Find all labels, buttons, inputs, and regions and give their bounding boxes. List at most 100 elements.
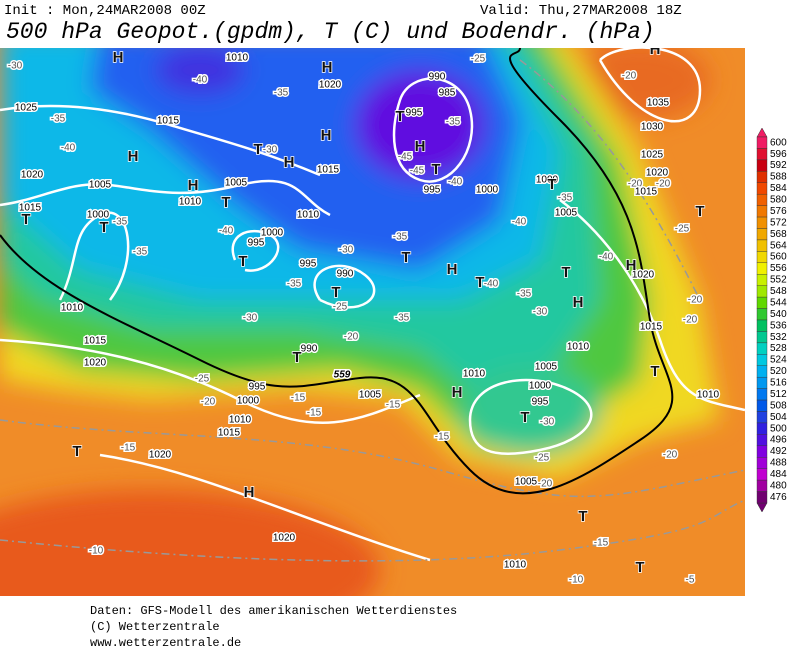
colorbar-arrow [756, 127, 768, 138]
isobars [0, 48, 745, 562]
isobar-label: 990 [429, 72, 446, 83]
temperature-label: -35 [395, 313, 410, 324]
colorbar-label: 528 [770, 343, 787, 354]
pressure-system: H [447, 261, 458, 278]
isobar-label: 1020 [632, 270, 655, 281]
isobar-label: 1020 [84, 358, 107, 369]
pressure-system: T [99, 219, 108, 236]
colorbar-cell [756, 468, 768, 481]
isobar-label: 995 [424, 185, 441, 196]
isobar-label: 1035 [647, 98, 670, 109]
temperature-label: -15 [435, 432, 450, 443]
temperature-label: -40 [219, 226, 234, 237]
colorbar-cell [756, 136, 768, 149]
isobar-label: 1015 [218, 428, 241, 439]
colorbar-cell [756, 296, 768, 309]
temperature-label: -15 [594, 538, 609, 549]
pressure-system: H [284, 154, 295, 171]
isobar-label: 1005 [225, 178, 248, 189]
colorbar-cell [756, 445, 768, 458]
isobar-label: 1025 [15, 103, 38, 114]
temperature-label: -10 [569, 575, 584, 586]
colorbar-label: 572 [770, 217, 787, 228]
colorbar: 6005965925885845805765725685645605565525… [756, 127, 787, 513]
isobar-label: 1015 [317, 165, 340, 176]
colorbar-cell [756, 171, 768, 183]
temperature-label: -30 [533, 307, 548, 318]
colorbar-label: 568 [770, 229, 787, 240]
isobar-label: 990 [337, 269, 354, 280]
isobar-label: 1020 [646, 168, 669, 179]
isobar-label: 1020 [319, 80, 342, 91]
colorbar-cell [756, 182, 768, 195]
isobar-label: 1010 [567, 342, 590, 353]
temperature-label: -25 [195, 374, 210, 385]
isobar-label: 1015 [84, 336, 107, 347]
isobar-label: 985 [439, 88, 456, 99]
pressure-system: T [253, 141, 262, 158]
temperature-label: -45 [398, 152, 413, 163]
isobar-label: 995 [532, 397, 549, 408]
temperature-label: -35 [51, 114, 66, 125]
temperature-label: -30 [243, 313, 258, 324]
colorbar-label: 504 [770, 412, 787, 423]
isobar-label: 1015 [635, 187, 658, 198]
colorbar-cell [756, 319, 768, 332]
isobar-label: 1015 [157, 116, 180, 127]
colorbar-cell [756, 479, 768, 492]
map: -30-35-40-35-35-35-40-30-40-35-30-30-25-… [0, 48, 745, 596]
pressure-system: H [573, 294, 584, 311]
isobar-label: 1030 [641, 122, 664, 133]
pressure-system: H [128, 148, 139, 165]
isobar-label: 1010 [697, 390, 720, 401]
colorbar-label: 592 [770, 160, 787, 171]
isobar-label: 1010 [179, 197, 202, 208]
isobar-label: 1020 [21, 170, 44, 181]
colorbar-cell [756, 411, 768, 424]
pressure-system: T [401, 249, 410, 266]
pressure-system: T [578, 508, 587, 525]
colorbar-cell [756, 239, 768, 252]
pressure-system: T [292, 349, 301, 366]
pressure-system: T [520, 409, 529, 426]
temperature-label: -40 [448, 177, 463, 188]
colorbar-label: 600 [770, 137, 787, 148]
isobar-label: 1010 [463, 369, 486, 380]
colorbar-label: 588 [770, 172, 787, 183]
colorbar-label: 536 [770, 320, 787, 331]
contour-552 [0, 48, 674, 495]
colorbar-cell [756, 342, 768, 355]
isobar-label: 1000 [87, 210, 110, 221]
isobar-label: 1005 [515, 477, 538, 488]
pressure-system: T [21, 211, 30, 228]
temperature-label: -15 [386, 400, 401, 411]
isobar-label: 1000 [237, 396, 260, 407]
isobar-label: 1005 [89, 180, 112, 191]
isobar-label: 1015 [19, 203, 42, 214]
pressure-system: T [561, 264, 570, 281]
colorbar-label: 512 [770, 389, 787, 400]
isobar-label: 995 [249, 382, 266, 393]
temperature-label: -20 [683, 315, 698, 326]
temperature-label: -35 [287, 279, 302, 290]
pressure-system: H [452, 384, 463, 401]
colorbar-cell [756, 262, 768, 275]
isobar-label: 1005 [555, 208, 578, 219]
temperature-label: -35 [113, 217, 128, 228]
temperature-label: -45 [410, 166, 425, 177]
temperature-label: -15 [121, 443, 136, 454]
temperature-label: -20 [344, 332, 359, 343]
isobar-label: 1025 [641, 150, 664, 161]
colorbar-label: 584 [770, 183, 787, 194]
valid-time: Valid: Thu,27MAR2008 18Z [480, 3, 682, 19]
temperature-label: -35 [446, 117, 461, 128]
temperature-label: -25 [675, 224, 690, 235]
temperature-label: -15 [291, 393, 306, 404]
colorbar-label: 488 [770, 458, 787, 469]
temperature-label: -30 [540, 417, 555, 428]
pressure-system: T [221, 194, 230, 211]
temperature-label: -35 [133, 247, 148, 258]
colorbar-cell [756, 228, 768, 241]
pressure-system: T [695, 203, 704, 220]
isobar-label: 1005 [535, 362, 558, 373]
